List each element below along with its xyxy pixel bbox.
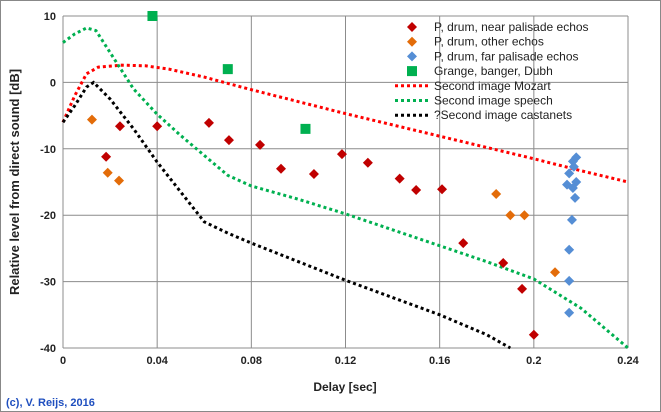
data-point-0 xyxy=(203,117,214,128)
series-line-6 xyxy=(61,80,512,350)
x-tick-label: 0.04 xyxy=(146,355,168,367)
y-tick-label: -30 xyxy=(40,277,56,289)
legend-marker-0 xyxy=(407,22,417,32)
legend-label: P, drum, other echos xyxy=(434,35,544,49)
x-tick-label: 0.24 xyxy=(617,355,639,367)
y-tick-label: -20 xyxy=(40,210,56,222)
y-tick-label: -10 xyxy=(40,144,56,156)
legend-label: Second image Mozart xyxy=(434,79,551,93)
data-point-0 xyxy=(528,329,539,340)
data-point-0 xyxy=(308,169,319,180)
data-point-0 xyxy=(275,163,286,174)
legend-marker-2 xyxy=(407,51,417,62)
series-line-4 xyxy=(61,63,629,184)
data-point-0 xyxy=(362,157,373,168)
data-point-2 xyxy=(564,244,575,255)
data-point-2 xyxy=(566,214,577,225)
data-point-3 xyxy=(147,11,158,21)
legend-label: Second image speech xyxy=(434,94,553,108)
x-tick-label: 0.2 xyxy=(526,355,541,367)
data-point-0 xyxy=(411,184,422,195)
y-tick-label: 10 xyxy=(44,11,56,23)
series-line-5 xyxy=(62,26,629,350)
x-axis-label: Delay [sec] xyxy=(313,380,376,394)
data-point-0 xyxy=(458,238,469,249)
y-axis-label: Relative level from direct sound [dB] xyxy=(7,69,22,295)
data-point-0 xyxy=(394,173,405,184)
data-point-0 xyxy=(255,139,266,150)
credit-text: (c), V. Reijs, 2016 xyxy=(6,397,95,409)
data-point-2 xyxy=(564,168,575,179)
legend-label: P, drum, near palisade echos xyxy=(434,20,589,34)
legend-label: Grange, banger, Dubh xyxy=(434,64,553,78)
data-point-1 xyxy=(505,210,516,221)
data-point-0 xyxy=(437,184,448,195)
data-point-0 xyxy=(101,151,112,162)
x-tick-label: 0.08 xyxy=(241,355,262,367)
y-tick-label: -40 xyxy=(40,343,56,355)
x-tick-label: 0.16 xyxy=(429,355,450,367)
data-point-2 xyxy=(564,307,575,318)
data-point-1 xyxy=(491,188,502,199)
x-tick-label: 0.12 xyxy=(335,355,356,367)
data-point-1 xyxy=(550,267,561,278)
data-point-0 xyxy=(223,135,234,146)
legend-label: P, drum, far palisade echos xyxy=(434,49,579,63)
x-tick-label: 0 xyxy=(60,355,66,367)
y-tick-label: 0 xyxy=(50,77,56,89)
legend-label: ?Second image castanets xyxy=(434,108,572,122)
data-point-2 xyxy=(564,275,575,286)
data-point-1 xyxy=(519,210,530,221)
data-point-1 xyxy=(86,114,97,125)
data-point-2 xyxy=(570,192,581,203)
data-point-0 xyxy=(517,283,528,294)
data-point-3 xyxy=(222,64,233,75)
data-point-1 xyxy=(102,167,113,178)
data-point-0 xyxy=(152,121,163,132)
data-point-3 xyxy=(300,123,311,134)
data-point-0 xyxy=(336,149,347,160)
data-point-0 xyxy=(498,258,509,269)
legend-marker-1 xyxy=(407,36,417,47)
data-point-0 xyxy=(114,121,125,132)
data-point-2 xyxy=(567,182,578,193)
legend-marker-3 xyxy=(407,66,417,77)
data-point-2 xyxy=(568,161,579,172)
data-point-1 xyxy=(114,175,125,186)
